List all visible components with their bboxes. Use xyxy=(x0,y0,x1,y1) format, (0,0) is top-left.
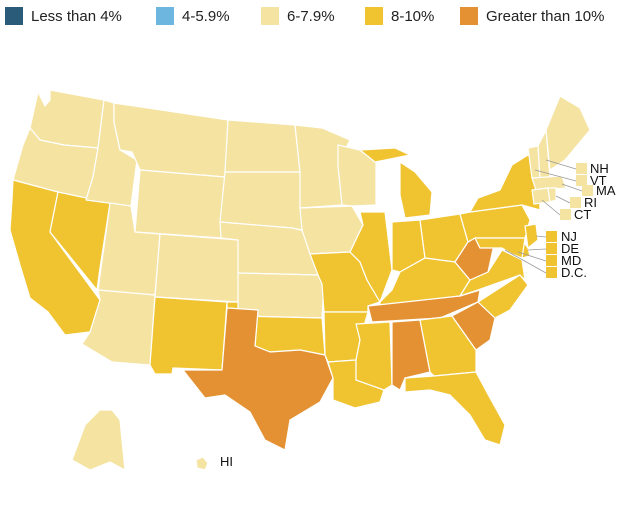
state-nm[interactable] xyxy=(149,296,228,375)
leader-line-nh xyxy=(545,159,577,170)
leader-line-de xyxy=(527,248,547,251)
label-md: MD xyxy=(561,253,581,268)
legend-swatch xyxy=(5,7,23,25)
state-ma[interactable] xyxy=(531,175,567,191)
state-ak[interactable] xyxy=(71,409,126,471)
legend-label: 6-7.9% xyxy=(287,7,335,25)
label-nj: NJ xyxy=(561,229,577,244)
swatch-nh xyxy=(576,163,587,174)
state-nc[interactable] xyxy=(439,274,529,319)
legend: Less than 4% 4-5.9% 6-7.9% 8-10% Greater… xyxy=(0,3,624,29)
swatch-ri xyxy=(570,197,581,208)
state-ri[interactable] xyxy=(547,187,557,203)
legend-swatch xyxy=(156,7,174,25)
leader-line-nj xyxy=(535,235,547,238)
swatch-md xyxy=(546,255,557,266)
swatch-nj xyxy=(546,231,557,242)
leader-line-dc xyxy=(504,249,547,274)
label-ri: RI xyxy=(584,195,597,210)
leader-line-ma xyxy=(561,183,583,192)
swatch-ct xyxy=(560,209,571,220)
state-me[interactable] xyxy=(545,95,591,171)
swatch-de xyxy=(546,243,557,254)
state-ny[interactable] xyxy=(469,154,541,213)
state-hi[interactable] xyxy=(195,456,209,471)
state-fl[interactable] xyxy=(404,371,506,446)
state-nj[interactable] xyxy=(524,223,539,249)
swatch-dc xyxy=(546,267,557,278)
legend-label: Greater than 10% xyxy=(486,7,605,25)
label-nh: NH xyxy=(590,161,609,176)
state-il[interactable] xyxy=(349,211,393,303)
legend-label: 4-5.9% xyxy=(182,7,230,25)
legend-swatch xyxy=(261,7,279,25)
label-de: DE xyxy=(561,241,579,256)
leader-line-ri xyxy=(555,195,571,204)
legend-label: Less than 4% xyxy=(31,7,122,25)
state-co[interactable] xyxy=(154,233,241,303)
state-wa[interactable] xyxy=(29,89,105,149)
leader-line-md xyxy=(517,251,547,262)
state-nd[interactable] xyxy=(224,119,301,173)
label-vt: VT xyxy=(590,173,607,188)
legend-item-less-than-4: Less than 4% xyxy=(5,6,122,26)
legend-item-6-7-9: 6-7.9% xyxy=(261,6,335,26)
legend-label: 8-10% xyxy=(391,7,435,25)
leader-line-ct xyxy=(541,199,561,216)
state-ms[interactable] xyxy=(355,321,393,391)
state-wy[interactable] xyxy=(134,169,226,239)
label-ct: CT xyxy=(574,207,591,222)
state-ct[interactable] xyxy=(531,187,551,205)
swatch-vt xyxy=(576,175,587,186)
label-hi: HI xyxy=(220,454,233,469)
legend-item-greater-than-10: Greater than 10% xyxy=(460,6,604,26)
state-sd[interactable] xyxy=(219,171,303,231)
state-mi[interactable] xyxy=(359,147,433,219)
label-dc: D.C. xyxy=(561,265,587,280)
legend-item-8-10: 8-10% xyxy=(365,6,434,26)
label-ma: MA xyxy=(596,183,616,198)
leader-line-vt xyxy=(534,169,577,182)
legend-item-4-5-9: 4-5.9% xyxy=(156,6,230,26)
state-tx[interactable] xyxy=(182,307,334,451)
legend-swatch xyxy=(460,7,478,25)
legend-swatch xyxy=(365,7,383,25)
swatch-ma xyxy=(582,185,593,196)
